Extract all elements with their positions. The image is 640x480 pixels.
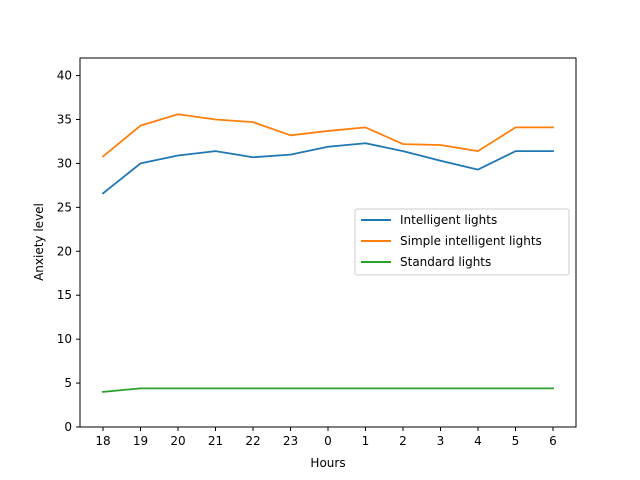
series-line-simple-intelligent-lights xyxy=(101,113,554,158)
series-layer xyxy=(101,113,554,393)
x-tick-label: 2 xyxy=(399,434,407,448)
x-tick-label: 21 xyxy=(208,434,223,448)
y-tick-label: 0 xyxy=(64,420,72,434)
y-tick-label: 30 xyxy=(57,156,72,170)
x-tick-label: 4 xyxy=(474,434,482,448)
x-tick-label: 18 xyxy=(95,434,110,448)
x-tick-label: 3 xyxy=(437,434,445,448)
y-tick-label: 35 xyxy=(57,113,72,127)
x-tick-label: 20 xyxy=(170,434,185,448)
x-tick-label: 22 xyxy=(245,434,260,448)
y-tick-label: 20 xyxy=(57,244,72,258)
x-tick-label: 5 xyxy=(512,434,520,448)
y-tick-label: 5 xyxy=(64,376,72,390)
series-line-standard-lights xyxy=(102,387,554,393)
y-axis: 0 5 10 15 20 25 30 35 40 xyxy=(57,69,80,434)
y-tick-label: 15 xyxy=(57,288,72,302)
x-tick-label: 1 xyxy=(362,434,370,448)
legend-label-intelligent-lights: Intelligent lights xyxy=(400,213,497,227)
y-tick-label: 25 xyxy=(57,200,72,214)
legend-label-simple-intelligent-lights: Simple intelligent lights xyxy=(400,234,542,248)
y-tick-label: 40 xyxy=(57,69,72,83)
x-tick-label: 23 xyxy=(283,434,298,448)
y-tick-label: 10 xyxy=(57,332,72,346)
series-line-intelligent-lights xyxy=(101,142,554,195)
x-tick-label: 6 xyxy=(549,434,557,448)
x-tick-label: 19 xyxy=(133,434,148,448)
x-axis: 18 19 20 21 22 23 0 1 2 3 4 5 6 xyxy=(95,427,557,448)
legend: Intelligent lights Simple intelligent li… xyxy=(354,208,570,276)
y-axis-title: Anxiety level xyxy=(32,203,46,281)
x-axis-title: Hours xyxy=(310,456,345,470)
legend-label-standard-lights: Standard lights xyxy=(400,255,491,269)
x-tick-label: 0 xyxy=(324,434,332,448)
legend-box xyxy=(354,208,570,276)
